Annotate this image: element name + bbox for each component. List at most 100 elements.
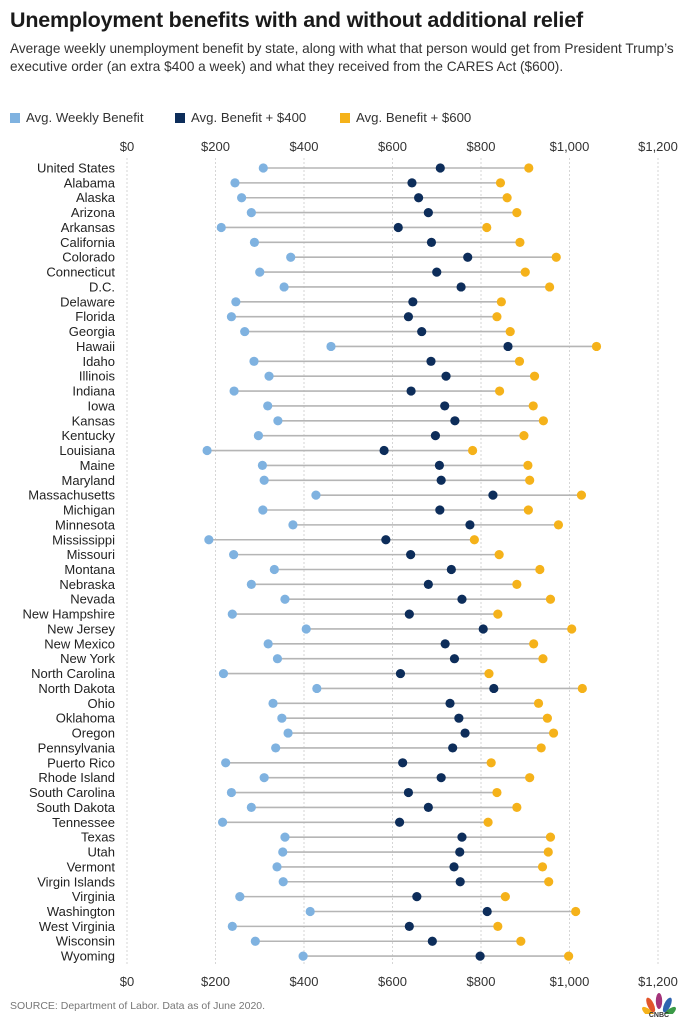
dot-plus-400-49: [412, 892, 422, 902]
x-tick-label-top-6: $1,200: [638, 139, 678, 154]
dot-plus-600-32: [529, 639, 539, 649]
dot-avg-weekly-23: [258, 505, 268, 515]
dot-avg-weekly-43: [246, 802, 256, 813]
category-label-40: Puerto Rico: [47, 755, 115, 770]
dot-avg-weekly-45: [280, 832, 290, 842]
dot-plus-400-31: [478, 624, 488, 634]
category-label-15: Indiana: [72, 384, 115, 399]
dot-plus-400-26: [406, 550, 416, 560]
category-label-46: Utah: [88, 845, 115, 860]
category-label-47: Vermont: [67, 859, 116, 874]
dot-plus-400-29: [457, 594, 467, 604]
category-label-50: Washington: [47, 904, 115, 919]
dot-plus-600-49: [500, 892, 510, 902]
dot-plus-400-27: [446, 564, 456, 575]
dot-plus-400-17: [450, 416, 460, 426]
x-tick-label-bottom-5: $1,000: [550, 974, 590, 989]
dot-avg-weekly-3: [246, 208, 256, 218]
dot-avg-weekly-20: [257, 460, 268, 470]
dot-avg-weekly-25: [204, 535, 214, 545]
dot-plus-400-21: [436, 475, 446, 485]
dot-plus-600-29: [545, 594, 556, 604]
dot-plus-600-22: [576, 490, 587, 500]
dot-plus-600-27: [535, 564, 545, 575]
dot-plus-400-50: [482, 906, 492, 917]
logo-text: CNBC: [648, 1012, 670, 1019]
dot-avg-weekly-53: [298, 951, 308, 961]
dot-plus-400-34: [395, 668, 406, 679]
dot-plus-400-5: [426, 237, 437, 247]
dot-avg-weekly-4: [216, 222, 226, 233]
dot-plus-600-15: [494, 386, 505, 396]
dot-plus-600-6: [551, 252, 561, 262]
dot-plus-400-18: [430, 431, 441, 441]
category-label-11: Georgia: [69, 324, 116, 339]
dot-avg-weekly-14: [264, 371, 274, 381]
dot-plus-600-33: [538, 654, 548, 664]
dot-plus-400-43: [423, 802, 433, 813]
dot-plus-600-17: [538, 416, 548, 426]
dot-plus-600-44: [483, 817, 493, 827]
dot-plus-400-32: [440, 639, 450, 649]
dot-plus-600-36: [533, 698, 544, 708]
source-note: SOURCE: Department of Labor. Data as of …: [10, 1000, 266, 1012]
category-label-29: Nevada: [70, 592, 116, 607]
dot-plus-400-3: [423, 208, 433, 218]
dot-plus-400-7: [432, 267, 442, 277]
category-label-25: Mississippi: [52, 532, 115, 547]
dot-plus-600-26: [494, 550, 504, 560]
category-label-7: Connecticut: [46, 265, 115, 280]
dot-plus-600-46: [543, 847, 553, 857]
dot-plus-600-3: [512, 208, 522, 218]
dot-avg-weekly-40: [221, 758, 231, 768]
dot-avg-weekly-36: [268, 698, 278, 708]
dot-plus-400-39: [448, 743, 458, 753]
dot-avg-weekly-22: [311, 490, 321, 500]
legend: Avg. Weekly Benefit Avg. Benefit + $400 …: [10, 110, 680, 128]
category-label-51: West Virginia: [39, 919, 116, 934]
dot-plus-400-6: [463, 252, 473, 262]
category-label-41: Rhode Island: [38, 770, 115, 785]
dot-avg-weekly-33: [272, 654, 283, 664]
dot-plus-400-25: [381, 535, 391, 545]
dot-avg-weekly-39: [271, 743, 281, 753]
category-label-45: Texas: [81, 830, 115, 845]
dot-plus-600-42: [492, 787, 502, 798]
dot-plus-600-23: [523, 505, 533, 515]
legend-label-plus-600: Avg. Benefit + $600: [356, 110, 472, 125]
category-label-48: Virgin Islands: [37, 874, 115, 889]
legend-label-plus-400: Avg. Benefit + $400: [191, 110, 307, 125]
x-tick-label-bottom-3: $600: [378, 974, 407, 989]
dot-plus-400-45: [457, 832, 467, 842]
dot-plus-400-38: [460, 728, 470, 738]
dot-plus-600-25: [469, 535, 479, 545]
category-label-32: New Mexico: [44, 636, 115, 651]
dot-avg-weekly-13: [249, 356, 259, 366]
category-label-39: Pennsylvania: [38, 740, 116, 755]
category-label-17: Kansas: [72, 413, 116, 428]
dot-plus-400-23: [435, 505, 445, 515]
dot-plus-600-39: [536, 743, 546, 753]
dot-plus-600-31: [567, 624, 577, 634]
x-tick-label-bottom-0: $0: [120, 974, 134, 989]
dot-avg-weekly-24: [288, 520, 298, 530]
dot-avg-weekly-31: [301, 624, 311, 634]
x-tick-label-top-0: $0: [120, 139, 134, 154]
x-tick-label-top-4: $800: [467, 139, 496, 154]
dot-avg-weekly-47: [272, 862, 282, 872]
legend-item-plus-600: Avg. Benefit + $600: [340, 110, 471, 125]
category-label-19: Louisiana: [59, 443, 115, 458]
category-label-13: Idaho: [82, 354, 115, 369]
x-tick-label-bottom-4: $800: [467, 974, 496, 989]
x-tick-label-bottom-6: $1,200: [638, 974, 678, 989]
dot-plus-400-47: [449, 862, 459, 872]
dot-plus-400-46: [455, 847, 465, 857]
category-label-14: Illinois: [79, 369, 116, 384]
dot-plus-600-41: [525, 773, 535, 783]
dot-plus-600-19: [467, 445, 478, 456]
category-label-24: Minnesota: [55, 517, 116, 532]
dot-plus-600-34: [484, 668, 494, 679]
dot-plus-600-5: [515, 237, 525, 247]
category-label-5: California: [60, 235, 116, 250]
category-label-9: Delaware: [60, 294, 115, 309]
